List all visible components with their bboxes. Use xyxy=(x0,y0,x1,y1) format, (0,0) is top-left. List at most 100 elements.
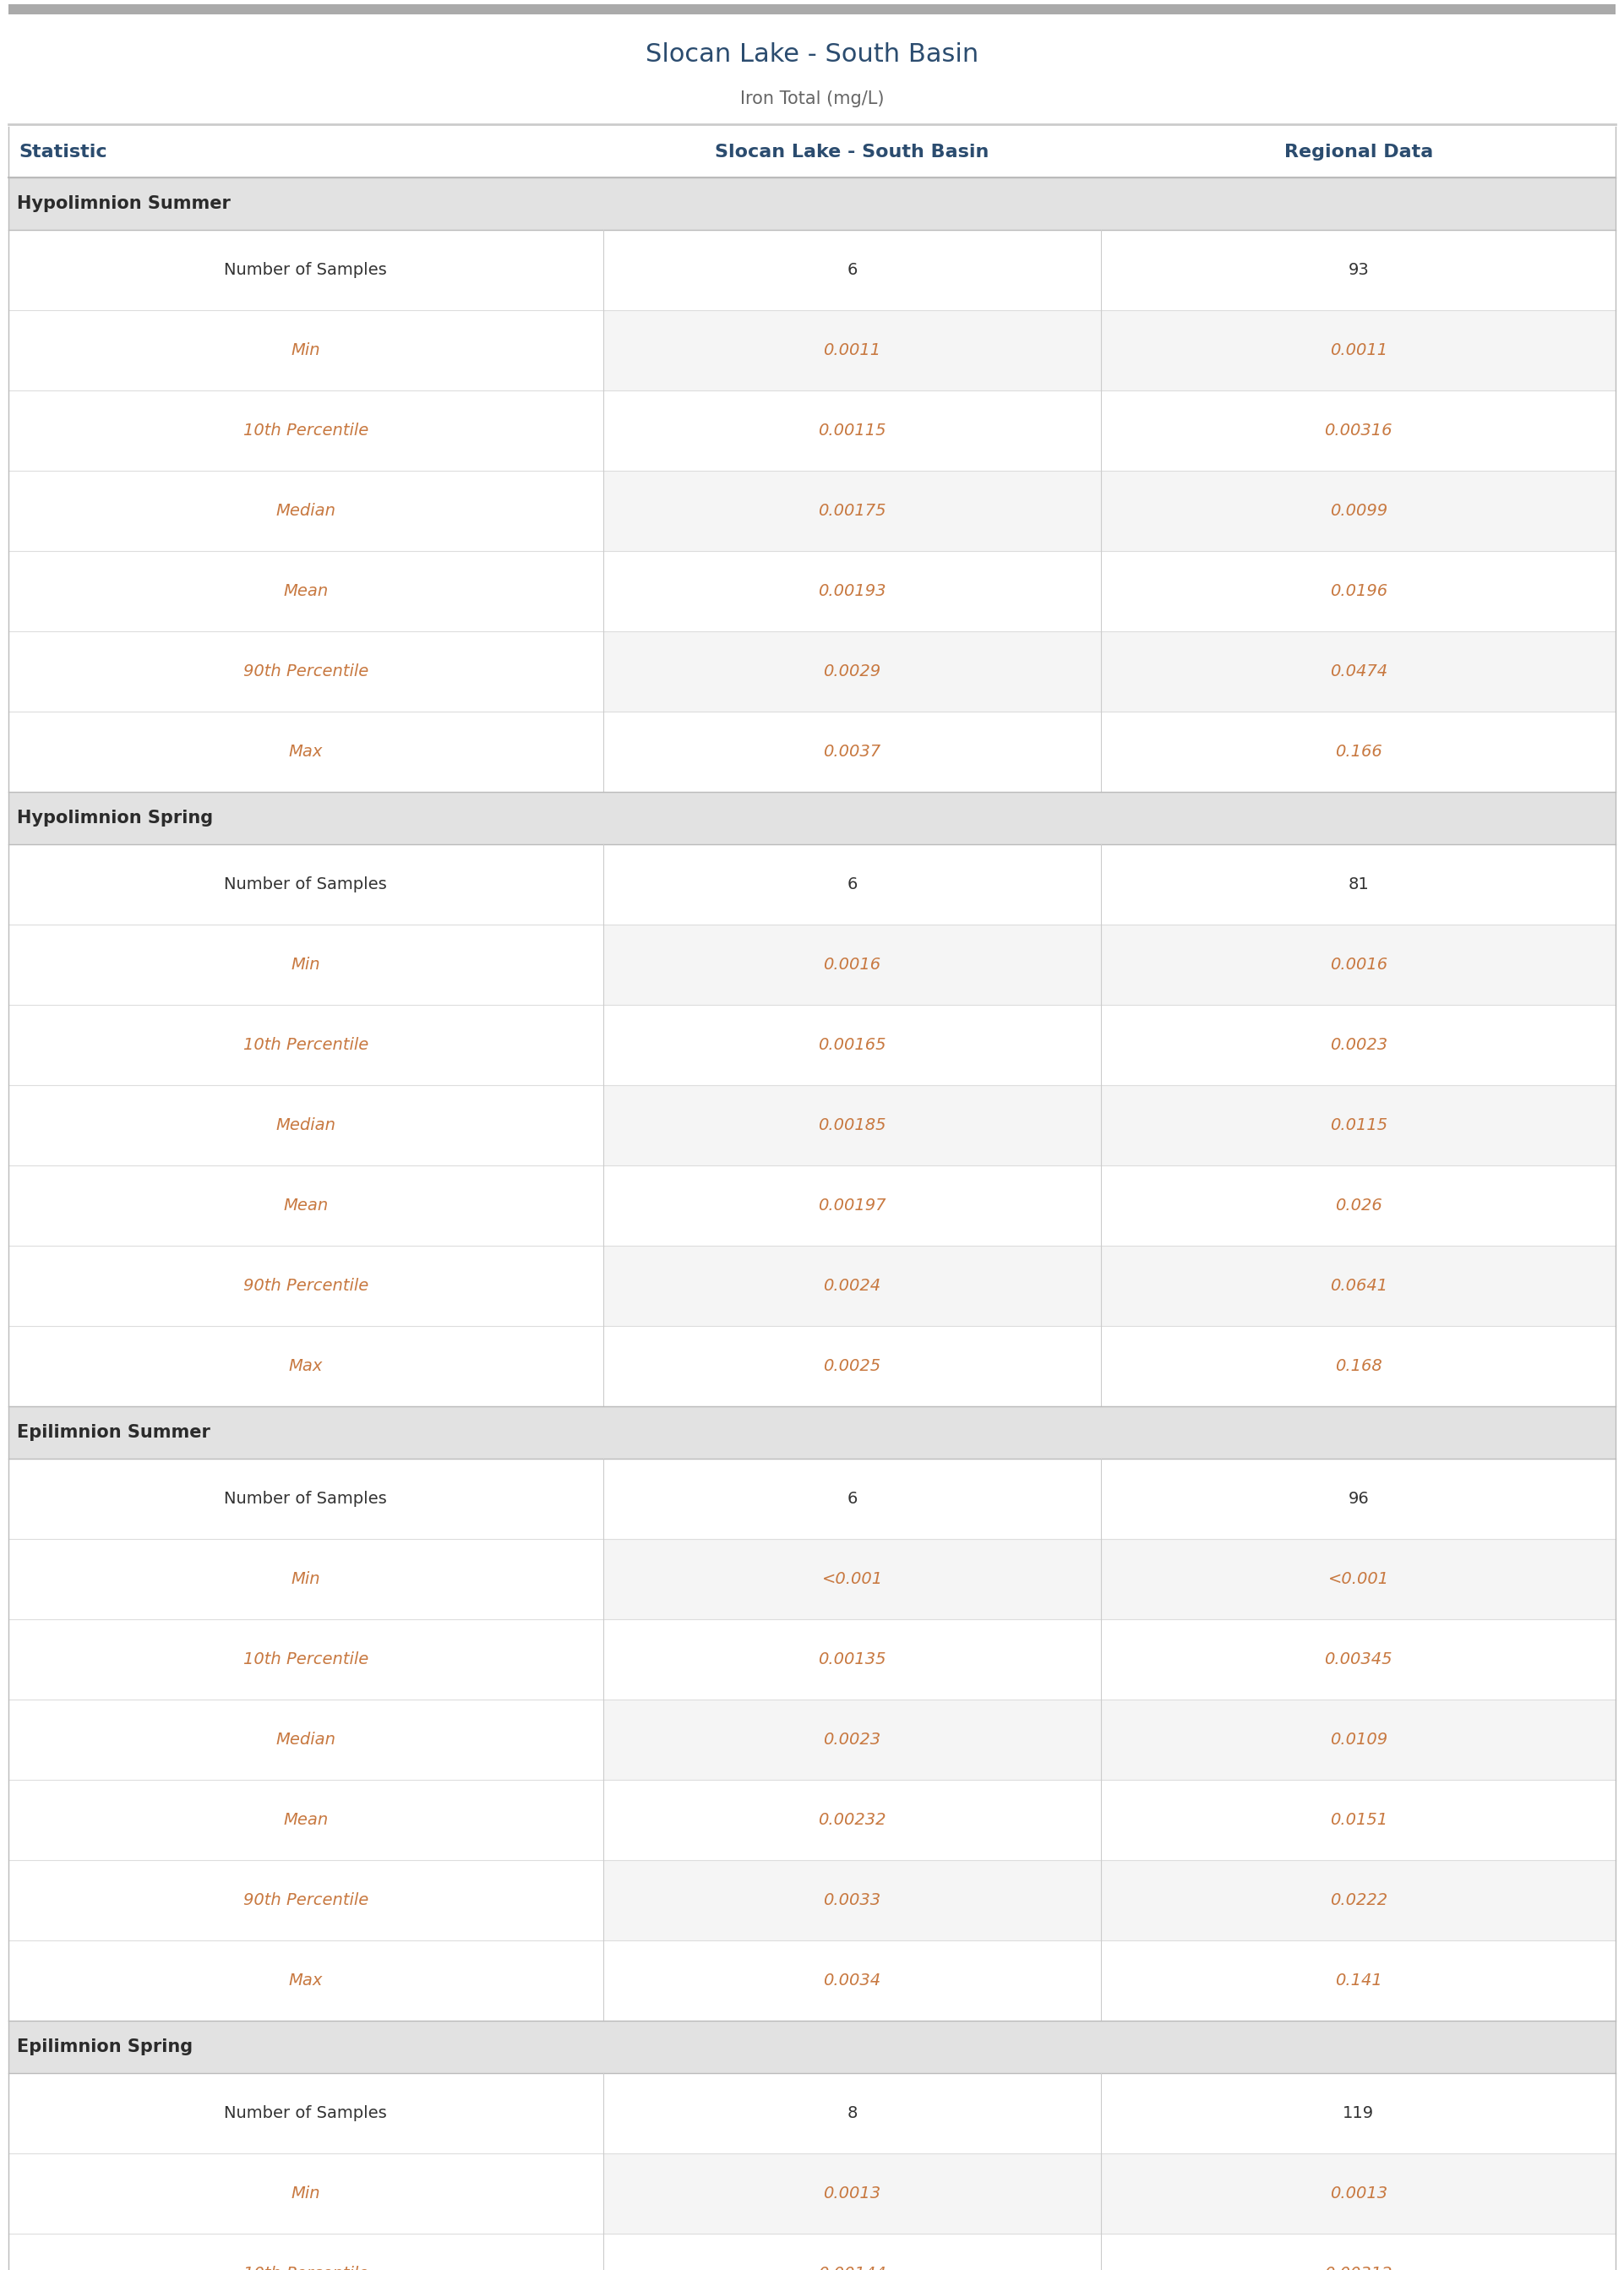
Text: 0.00165: 0.00165 xyxy=(818,1037,887,1053)
Bar xyxy=(8,1246,603,1326)
Text: 0.0023: 0.0023 xyxy=(1330,1037,1387,1053)
Text: 0.0196: 0.0196 xyxy=(1330,583,1387,599)
Text: 0.00115: 0.00115 xyxy=(818,422,887,438)
Bar xyxy=(8,1941,603,2020)
Text: Slocan Lake - South Basin: Slocan Lake - South Basin xyxy=(715,143,989,161)
Text: 0.0029: 0.0029 xyxy=(823,663,880,679)
Text: 0.0034: 0.0034 xyxy=(823,1973,880,1989)
Bar xyxy=(603,311,1616,390)
Bar xyxy=(603,2154,1616,2234)
Bar xyxy=(8,5,1616,14)
Bar xyxy=(8,2020,1616,2073)
Text: 0.0011: 0.0011 xyxy=(823,343,880,359)
Bar xyxy=(603,844,1616,924)
Text: 90th Percentile: 90th Percentile xyxy=(244,1278,369,1294)
Text: 0.168: 0.168 xyxy=(1335,1357,1382,1373)
Bar xyxy=(8,1085,603,1165)
Text: 0.0474: 0.0474 xyxy=(1330,663,1387,679)
Text: <0.001: <0.001 xyxy=(822,1571,883,1587)
Text: 0.0023: 0.0023 xyxy=(823,1732,880,1748)
Text: 0.0013: 0.0013 xyxy=(1330,2186,1387,2202)
Bar xyxy=(603,1006,1616,1085)
Text: 0.00316: 0.00316 xyxy=(1325,422,1392,438)
Bar xyxy=(8,177,1616,229)
Text: 0.0037: 0.0037 xyxy=(823,745,880,760)
Text: 0.0109: 0.0109 xyxy=(1330,1732,1387,1748)
Bar xyxy=(8,1006,603,1085)
Text: 119: 119 xyxy=(1343,2104,1374,2120)
Bar xyxy=(603,2234,1616,2270)
Bar xyxy=(8,552,603,631)
Bar xyxy=(603,229,1616,311)
Bar xyxy=(8,1859,603,1941)
Bar xyxy=(603,470,1616,552)
Text: 0.00135: 0.00135 xyxy=(818,1650,887,1668)
Bar xyxy=(8,2073,603,2154)
Text: Max: Max xyxy=(289,1357,323,1373)
Text: Min: Min xyxy=(291,1571,320,1587)
Text: 6: 6 xyxy=(848,1491,857,1507)
Bar xyxy=(8,2154,603,2234)
Bar xyxy=(603,631,1616,711)
Bar xyxy=(8,1326,603,1407)
Text: 0.0024: 0.0024 xyxy=(823,1278,880,1294)
Text: Statistic: Statistic xyxy=(18,143,107,161)
Text: Slocan Lake - South Basin: Slocan Lake - South Basin xyxy=(645,43,979,66)
Bar xyxy=(8,1407,1616,1460)
Text: Regional Data: Regional Data xyxy=(1285,143,1432,161)
Bar xyxy=(603,1539,1616,1619)
Bar xyxy=(603,390,1616,470)
Bar xyxy=(603,1780,1616,1859)
Text: Median: Median xyxy=(276,1117,336,1133)
Bar xyxy=(8,1700,603,1780)
Bar xyxy=(603,1859,1616,1941)
Bar xyxy=(8,711,603,792)
Text: Number of Samples: Number of Samples xyxy=(224,876,387,892)
Text: Number of Samples: Number of Samples xyxy=(224,2104,387,2120)
Text: 0.141: 0.141 xyxy=(1335,1973,1382,1989)
Text: 0.0641: 0.0641 xyxy=(1330,1278,1387,1294)
Bar xyxy=(603,1700,1616,1780)
Text: Median: Median xyxy=(276,504,336,520)
Text: 0.00185: 0.00185 xyxy=(818,1117,887,1133)
Bar xyxy=(8,470,603,552)
Bar xyxy=(8,2234,603,2270)
Bar xyxy=(603,924,1616,1006)
Bar xyxy=(8,792,1616,844)
Bar xyxy=(603,552,1616,631)
Text: 0.0011: 0.0011 xyxy=(1330,343,1387,359)
Text: Min: Min xyxy=(291,956,320,974)
Text: 0.00312: 0.00312 xyxy=(1325,2265,1392,2270)
Text: 0.0099: 0.0099 xyxy=(1330,504,1387,520)
Text: 0.00197: 0.00197 xyxy=(818,1199,887,1214)
Bar xyxy=(8,1780,603,1859)
Text: Mean: Mean xyxy=(283,1199,328,1214)
Text: 0.00144: 0.00144 xyxy=(818,2265,887,2270)
Text: 0.0222: 0.0222 xyxy=(1330,1893,1387,1909)
Text: 90th Percentile: 90th Percentile xyxy=(244,1893,369,1909)
Text: 6: 6 xyxy=(848,876,857,892)
Text: Min: Min xyxy=(291,2186,320,2202)
Text: Iron Total (mg/L): Iron Total (mg/L) xyxy=(741,91,883,107)
Text: 0.0033: 0.0033 xyxy=(823,1893,880,1909)
Text: 10th Percentile: 10th Percentile xyxy=(244,1650,369,1668)
Bar xyxy=(603,1460,1616,1539)
Bar xyxy=(603,1085,1616,1165)
Text: 81: 81 xyxy=(1348,876,1369,892)
Text: Number of Samples: Number of Samples xyxy=(224,261,387,277)
Bar xyxy=(603,2073,1616,2154)
Text: 0.00193: 0.00193 xyxy=(818,583,887,599)
Text: Max: Max xyxy=(289,745,323,760)
Bar xyxy=(8,1539,603,1619)
Text: 0.00232: 0.00232 xyxy=(818,1811,887,1827)
Bar xyxy=(8,924,603,1006)
Bar xyxy=(603,711,1616,792)
Bar xyxy=(8,1165,603,1246)
Text: 0.0115: 0.0115 xyxy=(1330,1117,1387,1133)
Text: 10th Percentile: 10th Percentile xyxy=(244,1037,369,1053)
Text: 0.0025: 0.0025 xyxy=(823,1357,880,1373)
Text: Median: Median xyxy=(276,1732,336,1748)
Text: <0.001: <0.001 xyxy=(1328,1571,1389,1587)
Text: 6: 6 xyxy=(848,261,857,277)
Text: 10th Percentile: 10th Percentile xyxy=(244,2265,369,2270)
